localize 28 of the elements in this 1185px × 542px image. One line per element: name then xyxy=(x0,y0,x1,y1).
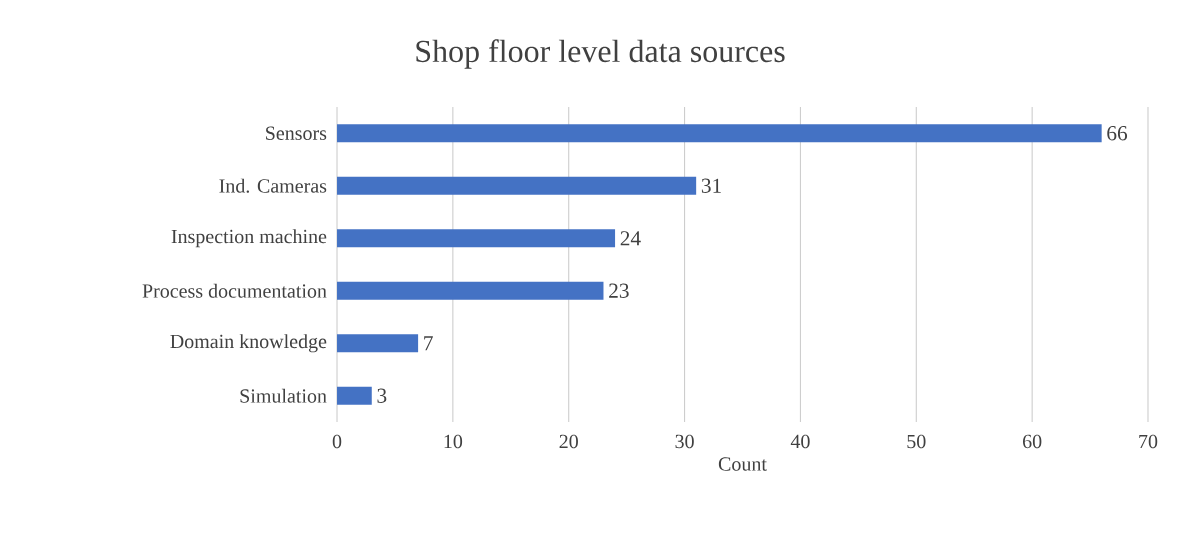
x-tick-label: 0 xyxy=(332,434,342,449)
bar xyxy=(337,386,372,405)
x-axis-title: Count xyxy=(718,457,767,471)
y-tick-label: Sensors xyxy=(266,126,327,140)
x-tick-label: 50 xyxy=(907,434,926,449)
bar xyxy=(337,334,419,353)
data-label: 7 xyxy=(424,336,433,351)
bar xyxy=(337,229,616,248)
bar xyxy=(337,124,1102,143)
bar xyxy=(337,176,697,195)
x-tick-label: 10 xyxy=(444,434,463,449)
y-tick-label: Process documentation xyxy=(142,283,327,298)
data-label: 24 xyxy=(620,231,641,246)
x-tick-label: 30 xyxy=(675,434,694,449)
chart-title: Shop floor level data sources xyxy=(416,39,785,69)
y-tick-label: Inspection machine xyxy=(171,229,327,248)
data-label: 3 xyxy=(377,388,387,403)
y-tick-label: Simulation xyxy=(240,388,327,403)
y-tick-label: Domain knowledge xyxy=(170,334,327,353)
x-tick-label: 20 xyxy=(559,434,578,449)
data-label: 66 xyxy=(1107,126,1128,141)
x-tick-label: 70 xyxy=(1139,434,1158,449)
y-tick-label: Ind. Cameras xyxy=(219,178,327,193)
bar xyxy=(337,281,604,300)
x-tick-label: 40 xyxy=(790,434,810,449)
data-label: 31 xyxy=(701,178,721,193)
x-tick-label: 60 xyxy=(1023,434,1042,449)
data-label: 23 xyxy=(609,283,629,298)
